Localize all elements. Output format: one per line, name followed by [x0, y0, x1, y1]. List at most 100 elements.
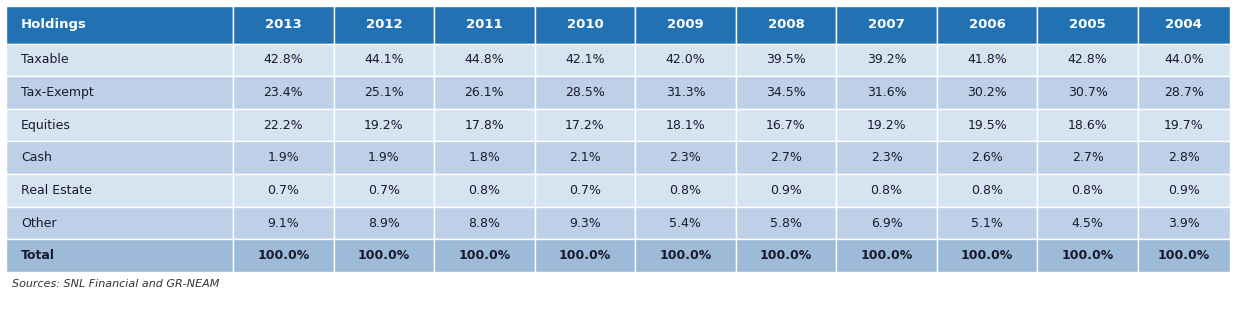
Text: 31.6%: 31.6% [866, 86, 906, 99]
Text: 1.9%: 1.9% [368, 151, 399, 164]
Text: 2.7%: 2.7% [1072, 151, 1104, 164]
Bar [434, 44, 535, 76]
Text: 2.7%: 2.7% [770, 151, 802, 164]
Bar [635, 239, 735, 272]
Bar [635, 142, 735, 174]
Bar [1037, 142, 1138, 174]
Bar [535, 44, 635, 76]
Text: 100.0%: 100.0% [257, 249, 309, 262]
Bar [434, 6, 535, 44]
Bar [937, 142, 1037, 174]
Bar [1037, 6, 1138, 44]
Bar [1138, 207, 1230, 239]
Bar [937, 207, 1037, 239]
Bar [234, 142, 334, 174]
Text: 19.5%: 19.5% [968, 119, 1007, 132]
Bar [1037, 174, 1138, 207]
Bar [837, 142, 937, 174]
Bar [735, 109, 837, 142]
Text: 17.2%: 17.2% [565, 119, 604, 132]
Text: 30.7%: 30.7% [1068, 86, 1107, 99]
Bar [937, 6, 1037, 44]
Text: 100.0%: 100.0% [459, 249, 510, 262]
Bar [434, 239, 535, 272]
Text: 42.8%: 42.8% [1068, 53, 1107, 66]
Bar [1138, 239, 1230, 272]
Bar [837, 207, 937, 239]
Text: 39.5%: 39.5% [766, 53, 806, 66]
Bar [937, 109, 1037, 142]
Text: Real Estate: Real Estate [21, 184, 91, 197]
Bar [735, 174, 837, 207]
Bar [635, 109, 735, 142]
Text: 100.0%: 100.0% [659, 249, 712, 262]
Text: 44.1%: 44.1% [365, 53, 404, 66]
Bar [1138, 6, 1230, 44]
Text: 0.7%: 0.7% [267, 184, 299, 197]
Bar [234, 76, 334, 109]
Text: 1.8%: 1.8% [468, 151, 501, 164]
Bar [735, 207, 837, 239]
Bar [837, 174, 937, 207]
Bar [635, 207, 735, 239]
Text: 0.7%: 0.7% [569, 184, 601, 197]
Text: Total: Total [21, 249, 56, 262]
Bar [535, 142, 635, 174]
Text: 2.1%: 2.1% [569, 151, 601, 164]
Text: 6.9%: 6.9% [870, 217, 902, 230]
Text: 34.5%: 34.5% [766, 86, 806, 99]
Bar [535, 239, 635, 272]
Text: Holdings: Holdings [21, 19, 87, 32]
Text: 3.9%: 3.9% [1168, 217, 1200, 230]
Bar [1037, 44, 1138, 76]
Text: 2007: 2007 [868, 19, 905, 32]
Text: 5.1%: 5.1% [971, 217, 1002, 230]
Text: Equities: Equities [21, 119, 70, 132]
Text: 44.0%: 44.0% [1164, 53, 1204, 66]
Text: 2009: 2009 [667, 19, 703, 32]
Bar [735, 6, 837, 44]
Text: 9.3%: 9.3% [569, 217, 601, 230]
Bar [334, 207, 434, 239]
Bar [6, 239, 234, 272]
Text: Sources: SNL Financial and GR-NEAM: Sources: SNL Financial and GR-NEAM [12, 279, 220, 289]
Bar [735, 76, 837, 109]
Text: Taxable: Taxable [21, 53, 69, 66]
Bar [434, 142, 535, 174]
Bar [6, 207, 234, 239]
Text: 100.0%: 100.0% [860, 249, 912, 262]
Text: 4.5%: 4.5% [1072, 217, 1104, 230]
Bar [635, 174, 735, 207]
Text: Cash: Cash [21, 151, 52, 164]
Text: 2.8%: 2.8% [1168, 151, 1200, 164]
Bar [434, 207, 535, 239]
Text: 22.2%: 22.2% [263, 119, 303, 132]
Text: 28.5%: 28.5% [565, 86, 604, 99]
Bar [837, 44, 937, 76]
Bar [937, 239, 1037, 272]
Text: 9.1%: 9.1% [267, 217, 299, 230]
Bar [937, 76, 1037, 109]
Bar [1138, 174, 1230, 207]
Bar [6, 44, 234, 76]
Text: 18.6%: 18.6% [1068, 119, 1107, 132]
Text: 100.0%: 100.0% [1062, 249, 1114, 262]
Text: 0.8%: 0.8% [870, 184, 902, 197]
Bar [635, 44, 735, 76]
Bar [937, 44, 1037, 76]
Bar [6, 76, 234, 109]
Text: 18.1%: 18.1% [665, 119, 706, 132]
Text: 5.8%: 5.8% [770, 217, 802, 230]
Text: 2008: 2008 [768, 19, 805, 32]
Text: 0.8%: 0.8% [670, 184, 702, 197]
Bar [334, 109, 434, 142]
Bar [735, 142, 837, 174]
Text: 2013: 2013 [265, 19, 302, 32]
Bar [6, 142, 234, 174]
Text: 19.2%: 19.2% [365, 119, 404, 132]
Bar [1138, 109, 1230, 142]
Bar [535, 109, 635, 142]
Text: 26.1%: 26.1% [465, 86, 504, 99]
Bar [234, 207, 334, 239]
Bar [334, 174, 434, 207]
